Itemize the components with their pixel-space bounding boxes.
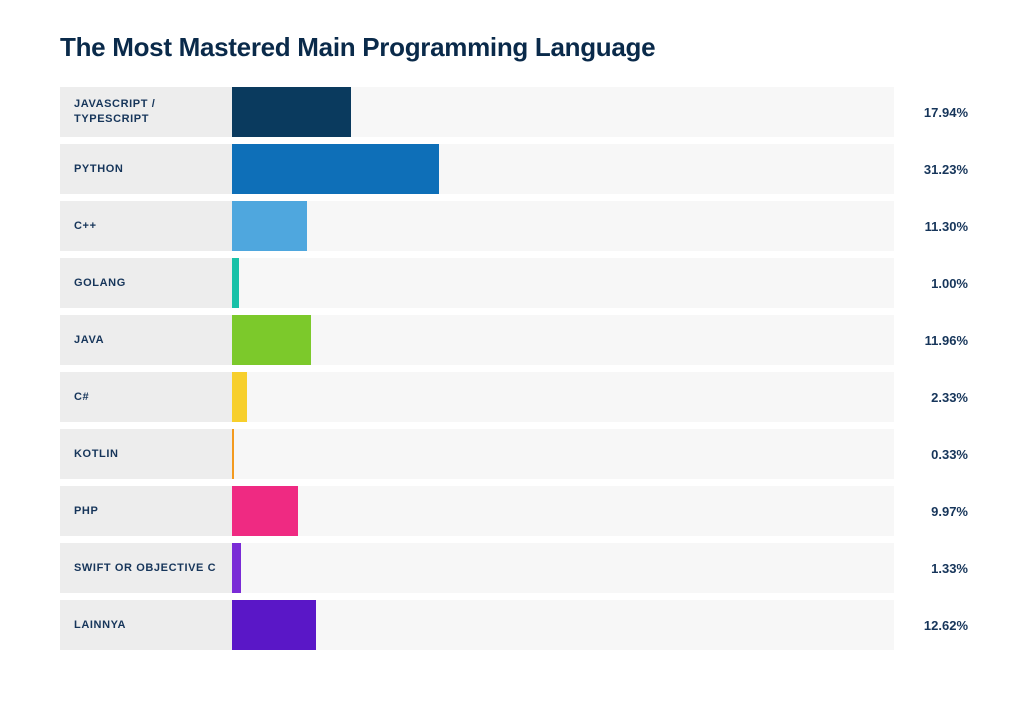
bar-track: [232, 258, 894, 308]
bar-track: [232, 201, 894, 251]
bar-fill: [232, 87, 351, 137]
chart-row: GOLANG 1.00%: [60, 258, 974, 308]
bar-fill: [232, 315, 311, 365]
bar-track: [232, 87, 894, 137]
chart-row: SWIFT OR OBJECTIVE C 1.33%: [60, 543, 974, 593]
bar-label: GOLANG: [60, 258, 232, 308]
bar-fill: [232, 258, 239, 308]
bar-label: PYTHON: [60, 144, 232, 194]
bar-fill: [232, 486, 298, 536]
bar-label: JAVA: [60, 315, 232, 365]
bar-fill: [232, 543, 241, 593]
chart-row: KOTLIN 0.33%: [60, 429, 974, 479]
bar-fill: [232, 201, 307, 251]
bar-value: 12.62%: [894, 600, 974, 650]
bar-track: [232, 486, 894, 536]
bar-fill: [232, 429, 234, 479]
bar-label: LAINNYA: [60, 600, 232, 650]
bar-track: [232, 429, 894, 479]
bar-value: 11.30%: [894, 201, 974, 251]
bar-track: [232, 144, 894, 194]
chart-body: JAVASCRIPT / TYPESCRIPT 17.94% PYTHON 31.23…: [60, 87, 974, 650]
bar-value: 2.33%: [894, 372, 974, 422]
bar-label: KOTLIN: [60, 429, 232, 479]
chart-row: C++ 11.30%: [60, 201, 974, 251]
bar-track: [232, 372, 894, 422]
bar-track: [232, 315, 894, 365]
bar-track: [232, 600, 894, 650]
bar-value: 0.33%: [894, 429, 974, 479]
bar-label: SWIFT OR OBJECTIVE C: [60, 543, 232, 593]
bar-fill: [232, 600, 316, 650]
chart-row: LAINNYA 12.62%: [60, 600, 974, 650]
chart-row: JAVASCRIPT / TYPESCRIPT 17.94%: [60, 87, 974, 137]
bar-value: 31.23%: [894, 144, 974, 194]
bar-track: [232, 543, 894, 593]
bar-label: C++: [60, 201, 232, 251]
bar-fill: [232, 144, 439, 194]
bar-value: 11.96%: [894, 315, 974, 365]
bar-value: 1.33%: [894, 543, 974, 593]
chart-row: PYTHON 31.23%: [60, 144, 974, 194]
bar-value: 17.94%: [894, 87, 974, 137]
chart-row: JAVA 11.96%: [60, 315, 974, 365]
bar-label: PHP: [60, 486, 232, 536]
chart-title: The Most Mastered Main Programming Langu…: [60, 32, 974, 63]
chart-row: PHP 9.97%: [60, 486, 974, 536]
chart-row: C# 2.33%: [60, 372, 974, 422]
bar-value: 1.00%: [894, 258, 974, 308]
bar-fill: [232, 372, 247, 422]
bar-label: C#: [60, 372, 232, 422]
bar-value: 9.97%: [894, 486, 974, 536]
bar-label: JAVASCRIPT / TYPESCRIPT: [60, 87, 232, 137]
